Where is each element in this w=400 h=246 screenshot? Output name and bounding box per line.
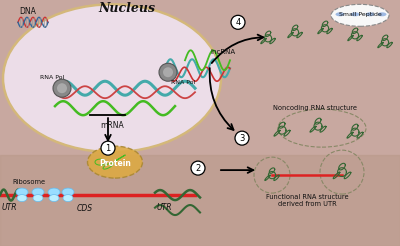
Text: Protein: Protein (99, 159, 131, 168)
Text: 2: 2 (195, 164, 201, 173)
Ellipse shape (33, 195, 43, 201)
Ellipse shape (336, 12, 344, 16)
Text: Functional RNA structure
derived from UTR: Functional RNA structure derived from UT… (266, 194, 348, 207)
Circle shape (57, 83, 67, 93)
Text: 3: 3 (239, 134, 245, 143)
Ellipse shape (3, 4, 221, 152)
Ellipse shape (62, 188, 74, 196)
Ellipse shape (378, 12, 386, 16)
Circle shape (231, 15, 245, 29)
Ellipse shape (48, 188, 60, 196)
Ellipse shape (88, 146, 142, 178)
Text: RNA Pol: RNA Pol (40, 75, 64, 80)
Circle shape (235, 131, 249, 145)
Ellipse shape (331, 4, 389, 26)
Ellipse shape (32, 188, 44, 196)
Text: UTR: UTR (2, 202, 18, 212)
Circle shape (163, 67, 173, 77)
Circle shape (101, 141, 115, 155)
Text: lncRNA: lncRNA (210, 49, 235, 55)
Ellipse shape (63, 195, 73, 201)
Ellipse shape (366, 12, 374, 16)
Circle shape (53, 79, 71, 97)
Text: mRNA: mRNA (100, 121, 124, 130)
Text: DNA: DNA (19, 7, 36, 16)
Circle shape (159, 63, 177, 81)
Ellipse shape (49, 195, 59, 201)
Text: UTR: UTR (157, 202, 172, 212)
Ellipse shape (16, 188, 28, 196)
Text: 4: 4 (235, 18, 241, 27)
Ellipse shape (350, 12, 360, 16)
Circle shape (191, 161, 205, 175)
Text: Noncoding RNA structure: Noncoding RNA structure (273, 105, 357, 111)
Text: Ribosome: Ribosome (12, 179, 45, 185)
Text: Small Peptide: Small Peptide (339, 12, 381, 17)
Text: CDS: CDS (77, 203, 93, 213)
Ellipse shape (17, 195, 27, 201)
Text: RNA Pol: RNA Pol (171, 80, 195, 85)
Text: Nucleus: Nucleus (98, 2, 156, 15)
Text: 1: 1 (105, 144, 111, 153)
